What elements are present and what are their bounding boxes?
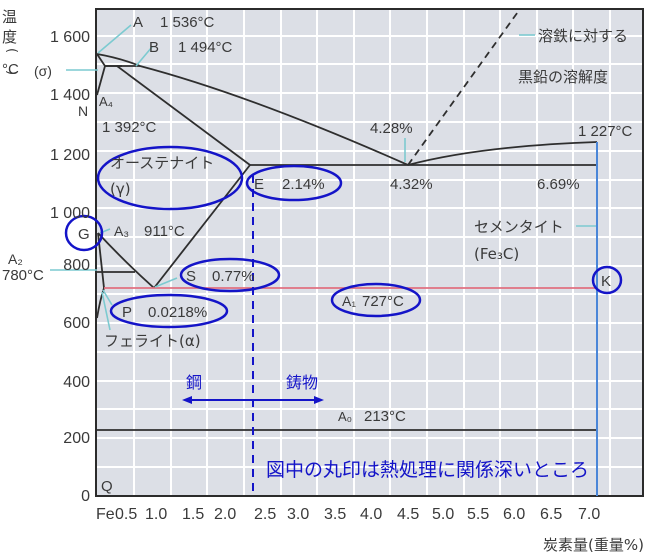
svg-text:2.0: 2.0 — [214, 506, 236, 523]
a0-temp: 213°C — [364, 408, 406, 425]
y-axis-ticks: 1 600 1 400 1 200 1 000 800 600 400 200 … — [50, 29, 90, 505]
svg-text:600: 600 — [63, 315, 90, 332]
solidus-line — [116, 65, 251, 166]
svg-text:6.5: 6.5 — [540, 506, 562, 523]
svg-text:0: 0 — [81, 488, 90, 505]
delta-phase-label: (σ) — [34, 63, 52, 79]
composition-669: 6.69% — [537, 176, 580, 193]
highlight-circles — [64, 145, 623, 329]
point-g-label: G — [78, 226, 90, 243]
liquidus-line — [96, 53, 409, 166]
svg-text:800: 800 — [63, 257, 90, 274]
svg-text:Fe: Fe — [96, 506, 115, 523]
plot-frame — [95, 8, 644, 497]
x-axis-ticks: Fe 0.5 1.0 1.5 2.0 2.5 3.0 3.5 4.0 4.5 5… — [96, 506, 600, 523]
point-b-letter: B — [149, 39, 159, 56]
svg-text:5.5: 5.5 — [467, 506, 489, 523]
svg-text:(: ( — [4, 48, 19, 53]
a2-label: A₂ — [8, 251, 23, 267]
svg-text:1 200: 1 200 — [50, 147, 90, 164]
svg-text:1.0: 1.0 — [145, 506, 167, 523]
a0-label: A₀ — [338, 409, 352, 424]
a4-temp: 1 392°C — [102, 119, 157, 136]
heat-treatment-note: 図中の丸印は熱処理に関係深いところ — [266, 459, 589, 481]
phase-lines — [96, 53, 598, 431]
a1-temp: 727°C — [362, 293, 404, 310]
a3-line — [97, 232, 155, 289]
leader-lines — [50, 24, 596, 331]
svg-text:3.0: 3.0 — [287, 506, 309, 523]
steel-label: 鋼 — [186, 373, 202, 392]
svg-text:400: 400 — [63, 374, 90, 391]
a4-label: A₄ — [99, 94, 113, 109]
point-a-letter: A — [133, 14, 143, 31]
annotations: 鋼 鋳物 図中の丸印は熱処理に関係深いところ — [186, 373, 589, 481]
svg-text:1 600: 1 600 — [50, 29, 90, 46]
svg-text:1.5: 1.5 — [182, 506, 204, 523]
svg-text:4.0: 4.0 — [360, 506, 382, 523]
composition-432: 4.32% — [390, 176, 433, 193]
liquidus-hyper-line — [407, 141, 598, 166]
cementite-formula: (Fe₃C) — [474, 245, 519, 263]
svg-text:3.5: 3.5 — [324, 506, 346, 523]
a2-temp: 780°C — [2, 267, 44, 284]
phase-labels: オーステナイト (γ) フェライト(α) セメンタイト (Fe₃C) 溶鉄に対す… — [104, 27, 628, 350]
svg-text:0.5: 0.5 — [115, 506, 137, 523]
point-e-letter: E — [254, 176, 264, 193]
svg-text:温: 温 — [2, 8, 17, 26]
a3-temp: 911°C — [144, 223, 185, 240]
y-axis-title: 温 度 ( °C ) — [2, 8, 19, 78]
plot-area — [96, 9, 643, 496]
svg-text:5.0: 5.0 — [432, 506, 454, 523]
svg-text:1 000: 1 000 — [50, 205, 90, 222]
svg-text:6.0: 6.0 — [503, 506, 525, 523]
x-axis-title: 炭素量(重量%) — [543, 536, 644, 554]
point-k-label: K — [601, 273, 611, 290]
point-labels: A 1 536°C B 1 494°C (σ) A₄ N 1 392°C G A… — [2, 14, 633, 495]
a1-label: A₁ — [342, 293, 356, 309]
svg-text:度: 度 — [2, 28, 17, 46]
ferrite-label: フェライト(α) — [104, 332, 201, 350]
svg-text:1 400: 1 400 — [50, 87, 90, 104]
s-point-circle — [179, 257, 281, 293]
acm-line — [153, 164, 251, 289]
a1-circle — [330, 282, 422, 318]
k-point-circle — [591, 265, 623, 295]
graphite-solubility-label-1: 溶鉄に対する — [538, 27, 628, 45]
point-b-temp: 1 494°C — [178, 39, 233, 56]
svg-text:7.0: 7.0 — [578, 506, 600, 523]
austenite-label: オーステナイト — [110, 154, 214, 172]
svg-text:): ) — [4, 70, 19, 75]
svg-text:2.5: 2.5 — [254, 506, 276, 523]
point-a-temp: 1 536°C — [160, 14, 215, 31]
point-s-letter: S — [186, 268, 196, 285]
svg-text:°C: °C — [2, 61, 19, 78]
e-point-circle — [245, 164, 343, 202]
cementite-label: セメンタイト — [474, 218, 564, 236]
cast-iron-label: 鋳物 — [286, 373, 318, 392]
point-e-value: 2.14% — [282, 176, 325, 193]
point-s-value: 0.77% — [212, 268, 255, 285]
p-point-circle — [109, 293, 229, 329]
point-q-label: Q — [101, 478, 113, 495]
a3-label: A₃ — [114, 223, 129, 239]
point-p-letter: P — [122, 304, 132, 321]
grid — [96, 9, 643, 496]
composition-428: 4.28% — [370, 120, 413, 137]
g-point-circle — [64, 214, 104, 252]
fe3c-melt-temp: 1 227°C — [578, 123, 633, 140]
graphite-solubility-label-2: 黒鉛の溶解度 — [518, 68, 608, 86]
point-n-label: N — [78, 103, 88, 119]
austenite-symbol: (γ) — [110, 180, 131, 198]
graphite-solubility-line — [407, 8, 521, 166]
svg-text:200: 200 — [63, 430, 90, 447]
steel-castiron-arrow — [182, 396, 324, 404]
svg-text:4.5: 4.5 — [397, 506, 419, 523]
point-p-value: 0.0218% — [148, 304, 207, 321]
austenite-circle — [96, 145, 244, 211]
